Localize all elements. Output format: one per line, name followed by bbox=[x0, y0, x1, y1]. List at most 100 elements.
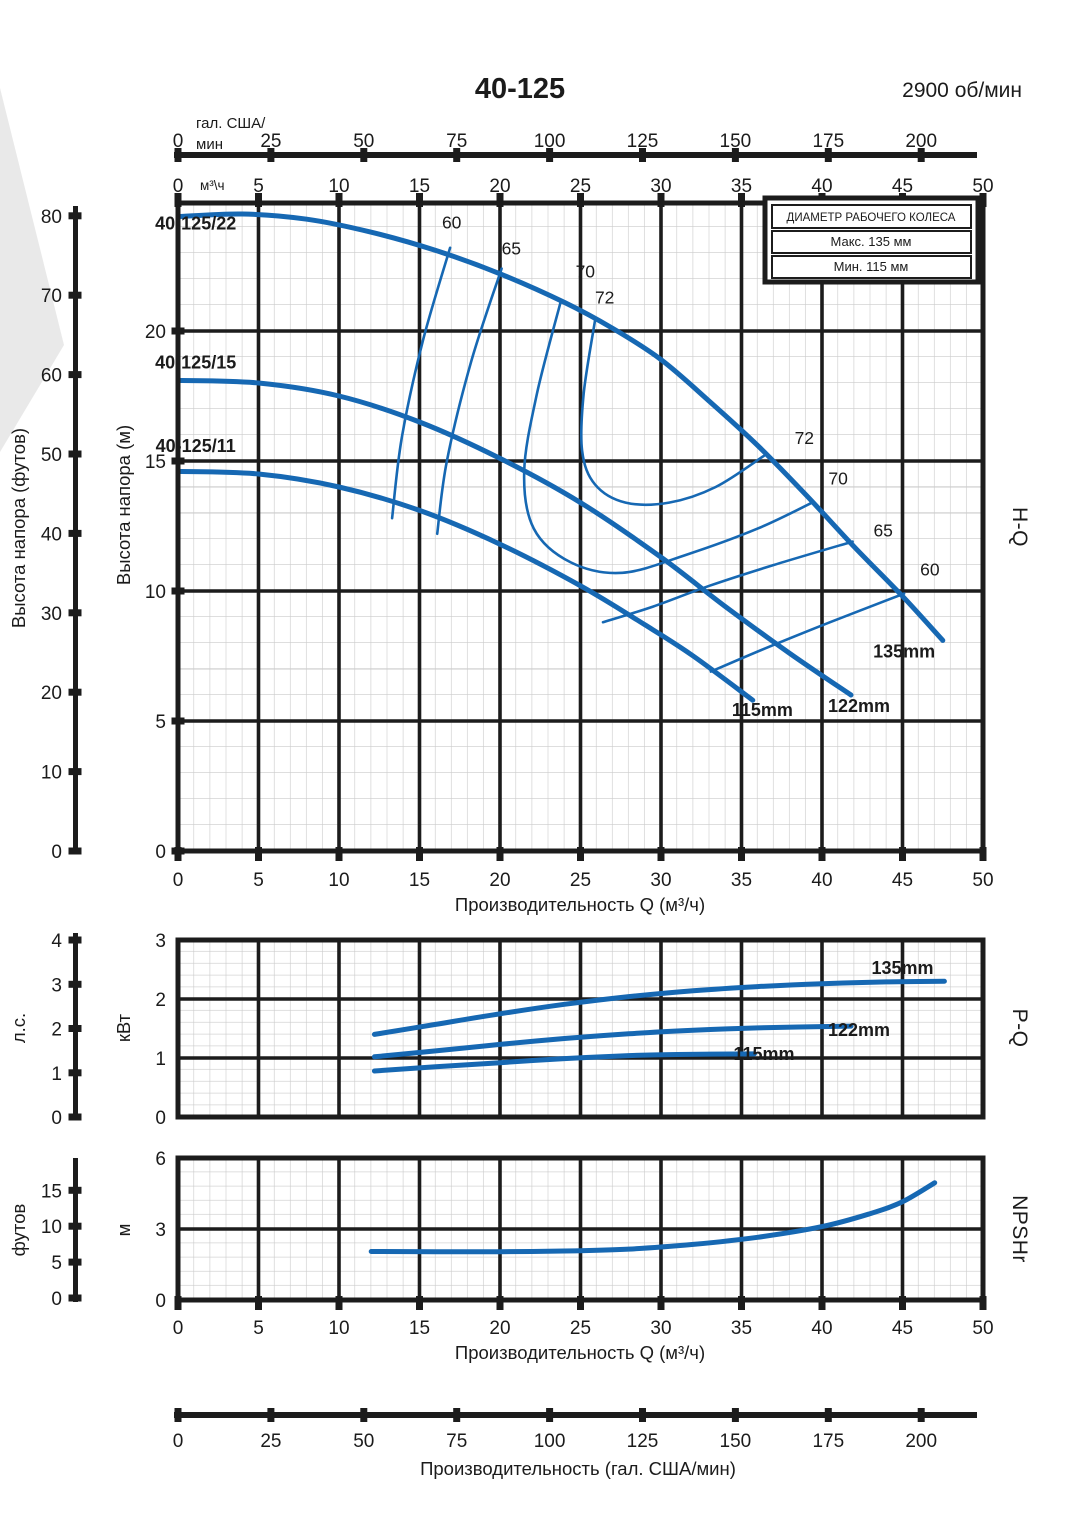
pq-y-axis-title-kw: кВт bbox=[113, 1013, 134, 1042]
legend-header-box bbox=[771, 204, 972, 229]
hq-y-ticklabels-m: 0 5 10 15 20 bbox=[145, 322, 166, 863]
svg-text:0: 0 bbox=[155, 1291, 166, 1312]
svg-text:40: 40 bbox=[41, 524, 62, 545]
hq-efficiency-line-65-right bbox=[601, 540, 854, 624]
svg-text:0: 0 bbox=[173, 176, 184, 197]
hq-curve-135mm bbox=[175, 211, 946, 643]
svg-text:30: 30 bbox=[650, 870, 671, 891]
hq-major-grid-y bbox=[178, 329, 983, 723]
top-gal-axis: 0 25 50 75 100 125 150 175 200 гал. США/ мин bbox=[173, 115, 977, 162]
svg-text:15: 15 bbox=[409, 1318, 430, 1339]
svg-text:50: 50 bbox=[972, 870, 993, 891]
pq-curve-135mm bbox=[371, 978, 947, 1037]
svg-text:10: 10 bbox=[41, 1217, 62, 1238]
svg-text:50: 50 bbox=[41, 445, 62, 466]
bottom-gal-axis-title: Производительность (гал. США/мин) bbox=[420, 1458, 736, 1479]
svg-text:5: 5 bbox=[253, 176, 264, 197]
pq-plot-border bbox=[175, 937, 986, 1120]
svg-text:0: 0 bbox=[155, 1108, 166, 1129]
svg-text:0: 0 bbox=[51, 1289, 62, 1310]
npsh-x-axis-title: Производительность Q (м³/ч) bbox=[455, 1342, 705, 1363]
svg-text:45: 45 bbox=[892, 1318, 913, 1339]
svg-text:70: 70 bbox=[576, 262, 596, 282]
svg-text:75: 75 bbox=[446, 131, 467, 152]
svg-text:150: 150 bbox=[720, 131, 752, 152]
hq-feet-scale-ticklabels: 0 10 20 30 40 50 60 70 80 bbox=[41, 207, 62, 863]
bottom-gal-axis-bar bbox=[174, 1412, 977, 1418]
bottom-gal-axis-ticklabels: 0 25 50 75 100 125 150 175 200 bbox=[173, 1431, 937, 1452]
hq-chart: 40-125/22 40-125/15 40-125/11 60 65 70 72 72 70… bbox=[8, 193, 1031, 915]
svg-text:10: 10 bbox=[328, 870, 349, 891]
svg-text:60: 60 bbox=[920, 559, 940, 579]
svg-text:25: 25 bbox=[260, 131, 281, 152]
svg-text:0: 0 bbox=[155, 842, 166, 863]
page-title: 40-125 bbox=[475, 73, 565, 105]
svg-text:2: 2 bbox=[155, 990, 166, 1011]
pq-impeller-size-labels: 135mm 122mm 115mm bbox=[733, 958, 933, 1064]
svg-text:0: 0 bbox=[51, 1108, 62, 1129]
svg-text:5: 5 bbox=[253, 870, 264, 891]
npsh-y-ticklabels-m: 0 3 6 bbox=[155, 1149, 166, 1312]
pq-chart: 135mm 122mm 115mm 0 1 2 3 0 1 2 3 4 л.с. кВт P-Q bbox=[8, 931, 1031, 1129]
svg-text:3: 3 bbox=[155, 1220, 166, 1241]
svg-text:25: 25 bbox=[570, 870, 591, 891]
svg-text:65: 65 bbox=[502, 238, 521, 258]
svg-text:125: 125 bbox=[627, 1431, 659, 1452]
top-gal-unit-line1: гал. США/ bbox=[196, 115, 266, 132]
svg-text:122mm: 122mm bbox=[828, 696, 890, 716]
legend-min-box bbox=[771, 255, 972, 279]
svg-text:1: 1 bbox=[51, 1064, 62, 1085]
svg-text:40: 40 bbox=[811, 870, 832, 891]
svg-text:15: 15 bbox=[145, 452, 166, 473]
svg-text:40: 40 bbox=[811, 176, 832, 197]
hq-y-axis-title-feet: Высота напора (футов) bbox=[8, 428, 29, 628]
svg-text:10: 10 bbox=[145, 582, 166, 603]
svg-text:115mm: 115mm bbox=[732, 700, 793, 720]
npsh-feet-scale-bar bbox=[73, 1158, 78, 1302]
pq-y-ticklabels-kw: 0 1 2 3 bbox=[155, 931, 166, 1129]
svg-text:200: 200 bbox=[905, 131, 937, 152]
svg-text:0: 0 bbox=[173, 1318, 184, 1339]
svg-text:40-125/22: 40-125/22 bbox=[155, 214, 236, 234]
hq-curve-115mm bbox=[175, 468, 756, 703]
hq-feet-scale-tickmarks bbox=[68, 212, 82, 855]
svg-text:15: 15 bbox=[41, 1181, 62, 1202]
pq-curve-115mm bbox=[371, 1051, 757, 1074]
svg-text:4: 4 bbox=[51, 931, 62, 952]
svg-text:60: 60 bbox=[442, 212, 462, 232]
svg-text:40-125/11: 40-125/11 bbox=[156, 436, 236, 456]
npsh-bottom-border-tickmarks bbox=[174, 1296, 987, 1310]
svg-text:5: 5 bbox=[51, 1253, 62, 1274]
svg-text:5: 5 bbox=[253, 1318, 264, 1339]
svg-text:30: 30 bbox=[41, 604, 62, 625]
svg-text:35: 35 bbox=[731, 176, 752, 197]
npsh-right-label: NPSHr bbox=[1008, 1195, 1031, 1263]
svg-text:35: 35 bbox=[731, 1318, 752, 1339]
svg-text:25: 25 bbox=[570, 176, 591, 197]
top-gal-axis-bar bbox=[174, 152, 977, 158]
svg-text:15: 15 bbox=[409, 176, 430, 197]
hq-model-labels: 40-125/22 40-125/15 40-125/11 bbox=[155, 214, 236, 456]
svg-text:20: 20 bbox=[489, 870, 510, 891]
hq-left-border-tickmarks bbox=[171, 327, 185, 855]
top-m3h-ticklabels: 0 5 10 15 20 25 30 35 40 45 50 bbox=[173, 176, 994, 197]
svg-text:15: 15 bbox=[409, 870, 430, 891]
npsh-chart: 0 5 10 15 20 25 30 35 40 45 50 036 Производительно… bbox=[8, 1149, 1031, 1363]
npsh-y-axis-title-feet: футов bbox=[8, 1204, 29, 1257]
svg-text:20: 20 bbox=[489, 1318, 510, 1339]
svg-text:175: 175 bbox=[812, 1431, 844, 1452]
svg-text:25: 25 bbox=[570, 1318, 591, 1339]
svg-text:122mm: 122mm bbox=[828, 1020, 890, 1040]
svg-text:5: 5 bbox=[155, 712, 166, 733]
npsh-x-ticklabels: 0 5 10 15 20 25 30 35 40 45 50 bbox=[173, 1318, 994, 1339]
hq-curve-122mm bbox=[175, 377, 854, 698]
svg-text:30: 30 bbox=[650, 1318, 671, 1339]
svg-text:10: 10 bbox=[41, 763, 62, 784]
hq-x-ticklabels: 0 5 10 15 20 25 30 35 40 45 50 bbox=[173, 870, 994, 891]
svg-text:60: 60 bbox=[41, 366, 62, 387]
legend-min-text: Мин. 115 мм bbox=[834, 259, 909, 274]
hq-efficiency-line-72-loop bbox=[579, 319, 766, 506]
hq-efficiency-line-60-left bbox=[390, 246, 452, 520]
svg-text:80: 80 bbox=[41, 207, 62, 228]
